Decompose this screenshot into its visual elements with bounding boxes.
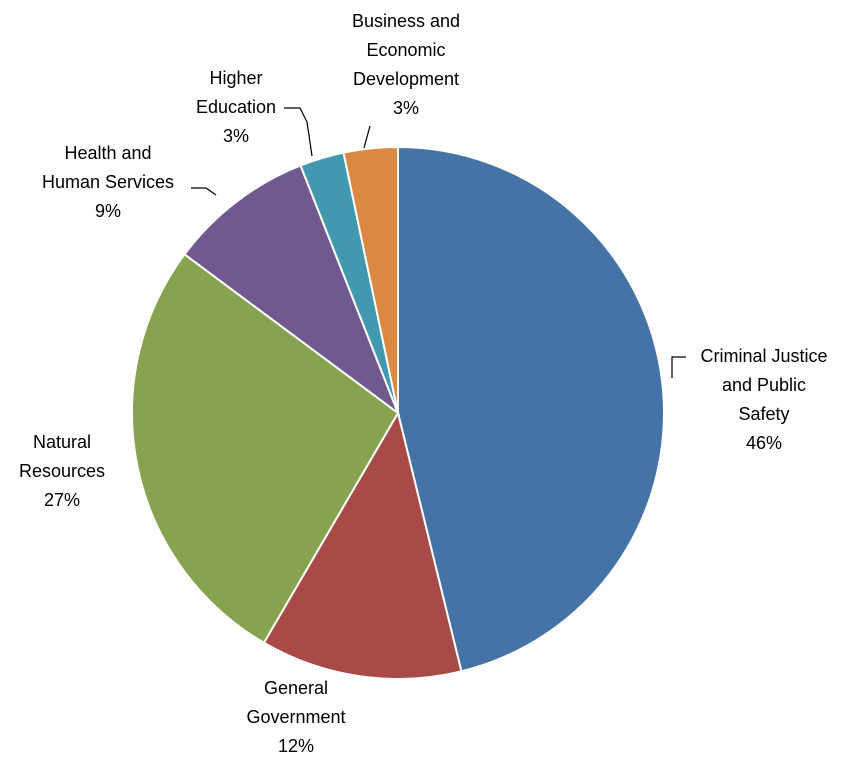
labels-layer: Criminal Justice and Public Safety 46% Gener… — [19, 11, 828, 756]
pie-slice-criminal-justice — [397, 145, 665, 673]
category-label-line: Higher — [209, 68, 262, 88]
category-label-line: Economic — [366, 40, 445, 60]
pie-slice-general-government — [262, 410, 463, 680]
category-label-line: Development — [353, 69, 459, 89]
slices-layer — [131, 145, 665, 680]
category-label-line: Government — [246, 707, 345, 727]
percent-label: 3% — [223, 126, 249, 146]
pie-slice-health-human-services — [183, 164, 401, 416]
category-label-line: Health and — [64, 143, 151, 163]
category-label-line: Natural — [33, 432, 91, 452]
data-label-criminal-justice: Criminal Justice and Public Safety 46% — [700, 346, 827, 453]
data-label-general-government: General Government 12% — [246, 678, 345, 754]
leader-line-higher-education — [284, 107, 313, 157]
percent-label: 3% — [393, 98, 419, 118]
category-label-line: Safety — [738, 404, 789, 424]
percent-label: 9% — [95, 201, 121, 221]
leader-line-business-economic — [363, 125, 371, 149]
leader-line-health-human-services — [191, 187, 217, 196]
category-label-line: Business and — [352, 11, 460, 31]
category-label-line: General — [264, 678, 328, 698]
data-label-higher-education: Higher Education 3% — [196, 68, 276, 146]
leader-line-criminal-justice — [671, 356, 686, 378]
data-label-natural-resources: Natural Resources 27% — [19, 432, 105, 510]
pie-slice-business-economic — [342, 145, 399, 414]
category-label-line: Human Services — [42, 172, 174, 192]
data-label-business-economic: Business and Economic Development 3% — [352, 11, 460, 118]
category-label-line: Education — [196, 97, 276, 117]
percent-label: 46% — [746, 433, 782, 453]
percent-label: 12% — [278, 736, 314, 754]
category-label-line: Resources — [19, 461, 105, 481]
data-label-health-human-services: Health and Human Services 9% — [42, 143, 174, 221]
pie-slice-natural-resources — [131, 252, 400, 645]
leaders-layer — [191, 107, 686, 378]
category-label-line: and Public — [722, 375, 806, 395]
category-label-line: Criminal Justice — [700, 346, 827, 366]
percent-label: 27% — [44, 490, 80, 510]
